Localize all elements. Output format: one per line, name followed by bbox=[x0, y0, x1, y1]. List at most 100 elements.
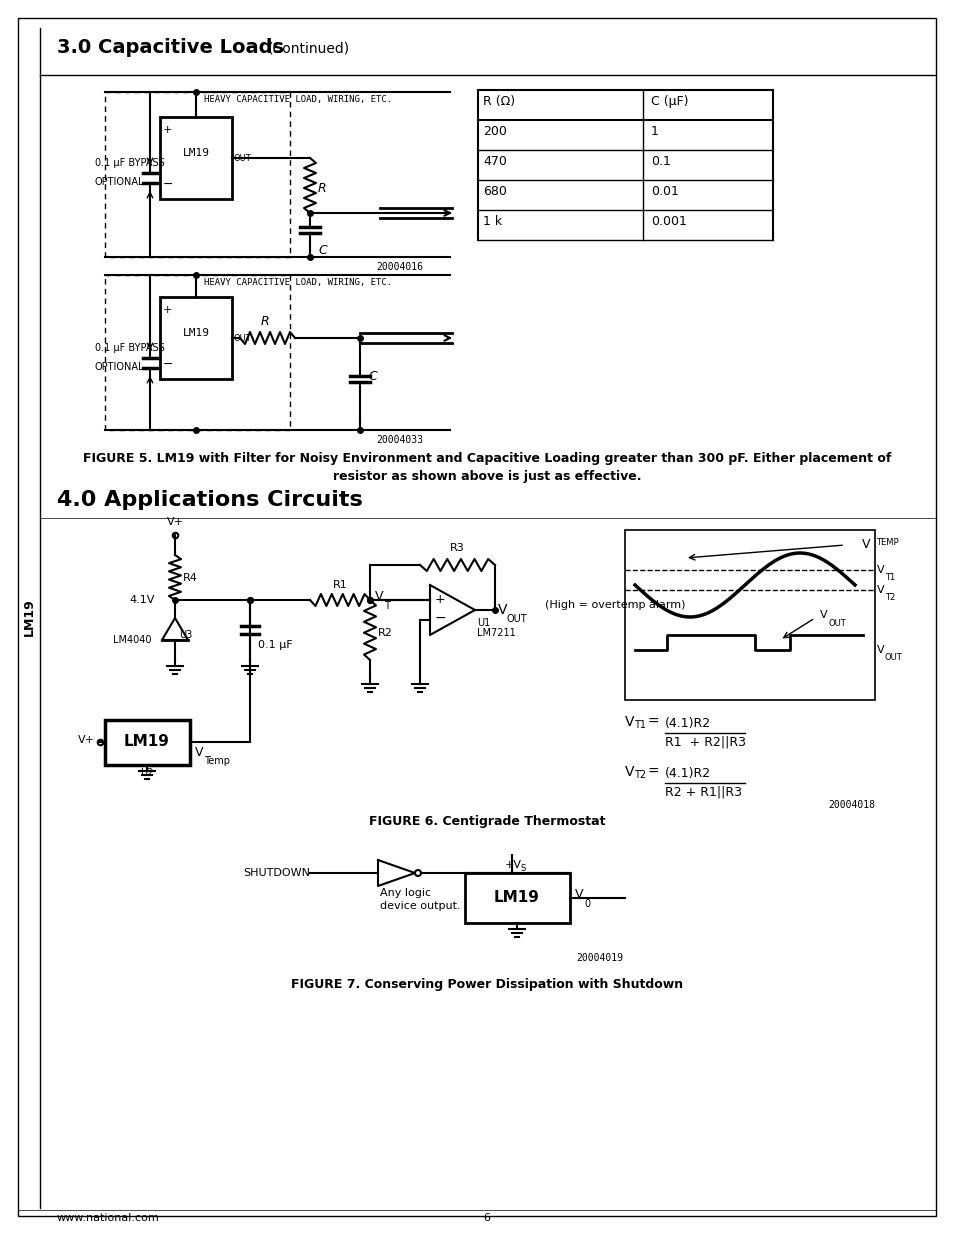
Text: T: T bbox=[384, 601, 390, 611]
Text: LM19: LM19 bbox=[182, 329, 210, 338]
Text: 20004016: 20004016 bbox=[376, 262, 423, 272]
Text: R: R bbox=[317, 182, 326, 194]
Text: V: V bbox=[497, 603, 507, 618]
Text: Temp: Temp bbox=[204, 756, 230, 766]
Text: 0.1: 0.1 bbox=[650, 156, 670, 168]
Text: T1: T1 bbox=[634, 720, 645, 730]
Bar bbox=[624, 530, 874, 700]
Text: V: V bbox=[624, 764, 634, 779]
Text: 20004033: 20004033 bbox=[376, 435, 423, 445]
Text: V: V bbox=[575, 888, 583, 902]
Text: resistor as shown above is just as effective.: resistor as shown above is just as effec… bbox=[333, 471, 640, 483]
Text: LM19: LM19 bbox=[182, 148, 210, 158]
Text: T1: T1 bbox=[884, 573, 894, 582]
Text: 6: 6 bbox=[483, 1213, 490, 1223]
Text: V: V bbox=[375, 590, 383, 604]
Text: FIGURE 6. Centigrade Thermostat: FIGURE 6. Centigrade Thermostat bbox=[369, 815, 604, 827]
Text: U1: U1 bbox=[476, 618, 490, 629]
Bar bbox=[160, 117, 232, 199]
Text: 0.001: 0.001 bbox=[650, 215, 686, 228]
Text: LM19: LM19 bbox=[494, 890, 539, 905]
Text: −: − bbox=[163, 178, 173, 191]
Text: T2: T2 bbox=[884, 593, 894, 601]
Text: LM7211: LM7211 bbox=[476, 629, 516, 638]
Text: 3.0 Capacitive Loads: 3.0 Capacitive Loads bbox=[57, 38, 284, 57]
Text: HEAVY CAPACITIVE LOAD, WIRING, ETC.: HEAVY CAPACITIVE LOAD, WIRING, ETC. bbox=[204, 95, 392, 104]
Text: SHUTDOWN: SHUTDOWN bbox=[243, 868, 310, 878]
Text: 20004019: 20004019 bbox=[576, 953, 623, 963]
Text: OUT: OUT bbox=[233, 333, 252, 343]
Text: V: V bbox=[876, 564, 883, 576]
Bar bbox=[464, 873, 569, 923]
Text: U2: U2 bbox=[140, 768, 153, 778]
Text: 200: 200 bbox=[482, 125, 506, 138]
Text: 4.1V: 4.1V bbox=[130, 595, 154, 605]
Text: R1  + R2||R3: R1 + R2||R3 bbox=[664, 735, 745, 748]
Text: OUT: OUT bbox=[506, 614, 527, 624]
Text: 0.01: 0.01 bbox=[650, 185, 679, 198]
Text: T2: T2 bbox=[634, 769, 645, 781]
Text: C: C bbox=[368, 369, 376, 383]
Bar bbox=[160, 296, 232, 379]
Text: =: = bbox=[647, 715, 659, 729]
Text: (Continued): (Continued) bbox=[268, 42, 350, 56]
Text: V: V bbox=[876, 585, 883, 595]
Text: −: − bbox=[435, 611, 446, 625]
Text: device output.: device output. bbox=[379, 902, 460, 911]
Text: R3: R3 bbox=[449, 543, 464, 553]
Text: V: V bbox=[876, 645, 883, 655]
Text: Any logic: Any logic bbox=[379, 888, 431, 898]
Text: 0.1 µF: 0.1 µF bbox=[257, 640, 293, 650]
Text: V: V bbox=[194, 746, 203, 758]
Text: (4.1)R2: (4.1)R2 bbox=[664, 718, 710, 730]
Text: 1: 1 bbox=[650, 125, 659, 138]
Text: HEAVY CAPACITIVE LOAD, WIRING, ETC.: HEAVY CAPACITIVE LOAD, WIRING, ETC. bbox=[204, 278, 392, 287]
Text: www.national.com: www.national.com bbox=[57, 1213, 159, 1223]
Text: R1: R1 bbox=[333, 580, 347, 590]
Text: R4: R4 bbox=[183, 573, 197, 583]
Text: LM19: LM19 bbox=[23, 598, 35, 636]
Text: (4.1)R2: (4.1)R2 bbox=[664, 767, 710, 781]
Text: V+: V+ bbox=[167, 517, 183, 527]
Text: 470: 470 bbox=[482, 156, 506, 168]
Text: +V: +V bbox=[504, 860, 521, 869]
Text: OUT: OUT bbox=[828, 619, 846, 629]
Text: V: V bbox=[820, 610, 827, 620]
Bar bbox=[105, 275, 290, 430]
Text: OPTIONAL: OPTIONAL bbox=[95, 177, 144, 186]
Text: LM19: LM19 bbox=[124, 735, 170, 750]
Text: R: R bbox=[260, 315, 269, 329]
Text: OUT: OUT bbox=[884, 653, 902, 662]
Text: OPTIONAL: OPTIONAL bbox=[95, 362, 144, 372]
Text: −: − bbox=[163, 358, 173, 370]
Text: 0.1 µF BYPASS: 0.1 µF BYPASS bbox=[95, 343, 165, 353]
Text: V+: V+ bbox=[78, 735, 95, 745]
Text: (High = overtemp alarm): (High = overtemp alarm) bbox=[544, 600, 685, 610]
Text: LM4040: LM4040 bbox=[113, 635, 152, 645]
Text: 4.0 Applications Circuits: 4.0 Applications Circuits bbox=[57, 490, 362, 510]
Text: R (Ω): R (Ω) bbox=[482, 95, 515, 107]
Text: S: S bbox=[520, 864, 526, 873]
Text: C (µF): C (µF) bbox=[650, 95, 688, 107]
Text: +: + bbox=[435, 593, 445, 606]
Text: +: + bbox=[163, 305, 172, 315]
Text: 0: 0 bbox=[583, 899, 590, 909]
Text: +: + bbox=[163, 125, 172, 135]
Text: C: C bbox=[317, 245, 327, 258]
Text: R2 + R1||R3: R2 + R1||R3 bbox=[664, 785, 741, 798]
Text: U3: U3 bbox=[179, 630, 193, 640]
Text: 1 k: 1 k bbox=[482, 215, 501, 228]
Text: R2: R2 bbox=[377, 629, 393, 638]
Bar bbox=[105, 91, 290, 257]
Text: FIGURE 5. LM19 with Filter for Noisy Environment and Capacitive Loading greater : FIGURE 5. LM19 with Filter for Noisy Env… bbox=[83, 452, 890, 466]
Text: 20004018: 20004018 bbox=[827, 800, 874, 810]
Text: TEMP: TEMP bbox=[875, 538, 898, 547]
Text: V: V bbox=[624, 715, 634, 729]
Text: 0.1 µF BYPASS: 0.1 µF BYPASS bbox=[95, 158, 165, 168]
Text: V: V bbox=[861, 538, 869, 551]
Text: =: = bbox=[647, 764, 659, 779]
Bar bbox=[105, 720, 190, 764]
Text: OUT: OUT bbox=[233, 154, 252, 163]
Text: FIGURE 7. Conserving Power Dissipation with Shutdown: FIGURE 7. Conserving Power Dissipation w… bbox=[291, 978, 682, 990]
Text: 680: 680 bbox=[482, 185, 506, 198]
